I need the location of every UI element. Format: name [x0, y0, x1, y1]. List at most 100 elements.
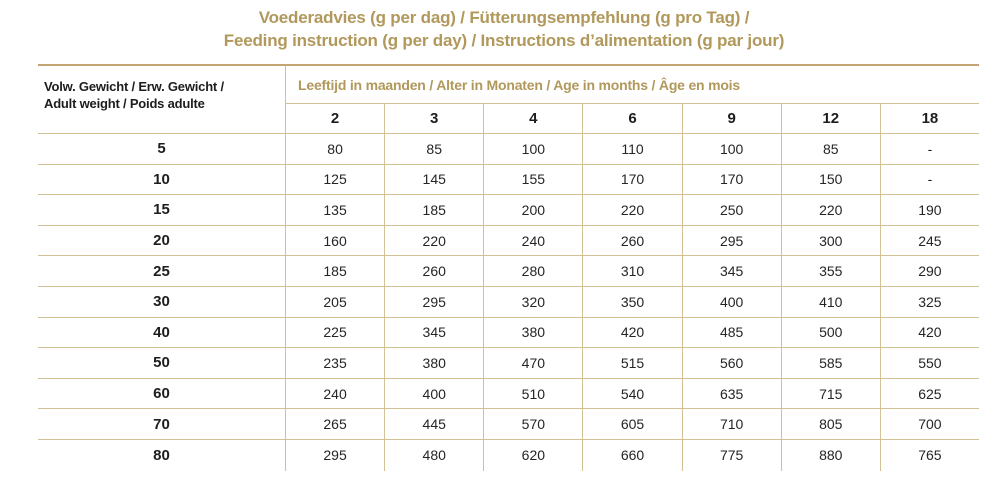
- feeding-value-cell: 290: [879, 256, 979, 287]
- feeding-value-cell: 245: [879, 225, 979, 257]
- page-title: Voederadvies (g per dag) / Fütterungsemp…: [0, 7, 1008, 52]
- weight-label: 40: [38, 318, 285, 349]
- feeding-value-cell: 80: [285, 134, 385, 165]
- feeding-value-cell: 190: [879, 195, 979, 226]
- feeding-value-cell: 550: [879, 348, 979, 379]
- weight-label: 15: [38, 195, 285, 226]
- feeding-table: Volw. Gewicht / Erw. Gewicht / Adult wei…: [38, 64, 979, 471]
- feeding-value-cell: 240: [483, 225, 583, 257]
- weight-column-header-line2: Adult weight / Poids adulte: [44, 96, 205, 111]
- feeding-value-cell: 345: [681, 256, 781, 287]
- feeding-value-cell: 295: [285, 439, 384, 471]
- feeding-value-cell: 515: [582, 348, 682, 379]
- feeding-value-cell: 155: [483, 164, 583, 196]
- feeding-value-cell: 300: [780, 225, 880, 257]
- feeding-value-cell: 310: [582, 256, 682, 287]
- feeding-value-cell: 295: [384, 286, 484, 318]
- feeding-value-cell: 265: [285, 409, 385, 440]
- feeding-value-cell: -: [879, 164, 979, 196]
- page-title-line2: Feeding instruction (g per day) / Instru…: [223, 30, 785, 50]
- feeding-value-cell: 110: [582, 134, 682, 165]
- feeding-value-cell: 510: [483, 378, 583, 410]
- weight-label: 80: [153, 446, 170, 464]
- feeding-value-cell: 350: [582, 286, 682, 318]
- feeding-value-cell: 235: [285, 348, 385, 379]
- feeding-value-cell: 540: [582, 378, 682, 410]
- feeding-value-cell: 485: [681, 317, 781, 349]
- feeding-value-cell: 420: [879, 317, 979, 349]
- feeding-value-cell: 85: [384, 134, 484, 165]
- feeding-value-cell: 710: [681, 409, 781, 440]
- feeding-value-cell: 160: [285, 225, 385, 257]
- feeding-value-cell: 480: [384, 439, 483, 471]
- feeding-value-cell: 150: [780, 164, 880, 196]
- feeding-value-cell: 445: [384, 409, 484, 440]
- feeding-value-cell: 805: [780, 409, 880, 440]
- age-column-header: 4: [483, 104, 583, 134]
- feeding-value-cell: 135: [285, 195, 385, 226]
- feeding-value-cell: 660: [582, 439, 681, 471]
- feeding-value-cell: 700: [879, 409, 979, 440]
- feeding-value-cell: 205: [285, 286, 385, 318]
- feeding-value-cell: 280: [483, 256, 583, 287]
- feeding-value-cell: 620: [483, 439, 582, 471]
- feeding-value-cell: 345: [384, 317, 484, 349]
- feeding-value-cell: 185: [285, 256, 385, 287]
- feeding-value-cell: 380: [384, 348, 484, 379]
- weight-label: 25: [38, 256, 285, 287]
- weight-label: 5: [38, 134, 285, 165]
- feeding-value-cell: 220: [582, 195, 682, 226]
- feeding-value-cell: 220: [384, 225, 484, 257]
- feeding-value-cell: 765: [879, 439, 979, 471]
- feeding-value-cell: 635: [681, 378, 781, 410]
- weight-label: 20: [38, 226, 285, 257]
- feeding-value-cell: 170: [681, 164, 781, 196]
- feeding-value-cell: 170: [582, 164, 682, 196]
- feeding-value-cell: 225: [285, 317, 385, 349]
- page-title-line1: Voederadvies (g per dag) / Fütterungsemp…: [258, 8, 750, 27]
- feeding-value-cell: 715: [780, 378, 880, 410]
- feeding-value-cell: 250: [681, 195, 781, 226]
- age-column-header: 2: [285, 104, 385, 134]
- weight-column-header: Volw. Gewicht / Erw. Gewicht / Adult wei…: [38, 66, 285, 134]
- feeding-value-cell: 470: [483, 348, 583, 379]
- weight-label: 10: [38, 165, 285, 196]
- feeding-value-cell: 325: [879, 286, 979, 318]
- feeding-value-cell: 500: [780, 317, 880, 349]
- feeding-value-cell: -: [879, 134, 979, 165]
- feeding-value-cell: 295: [681, 225, 781, 257]
- feeding-value-cell: 585: [780, 348, 880, 379]
- feeding-value-cell: 880: [780, 439, 880, 471]
- weight-label: 70: [38, 409, 285, 440]
- feeding-value-cell: 410: [780, 286, 880, 318]
- feeding-value-cell: 420: [582, 317, 682, 349]
- feeding-value-cell: 125: [285, 164, 385, 196]
- feeding-value-cell: 145: [384, 164, 484, 196]
- feeding-value-cell: 100: [483, 134, 583, 165]
- weight-column-header-line1: Volw. Gewicht / Erw. Gewicht /: [44, 79, 224, 94]
- age-column-header: 9: [681, 104, 781, 134]
- feeding-value-cell: 625: [879, 378, 979, 410]
- feeding-value-cell: 400: [681, 286, 781, 318]
- feeding-value-cell: 85: [780, 134, 880, 165]
- feeding-value-cell: 355: [780, 256, 880, 287]
- age-column-header: 6: [582, 104, 682, 134]
- feeding-value-cell: 240: [285, 378, 385, 410]
- age-column-header: 3: [384, 104, 484, 134]
- feeding-value-cell: 380: [483, 317, 583, 349]
- feeding-value-cell: 775: [681, 439, 781, 471]
- feeding-value-cell: 220: [780, 195, 880, 226]
- feeding-value-cell: 320: [483, 286, 583, 318]
- age-row-header: Leeftijd in maanden / Alter in Monaten /…: [285, 66, 979, 104]
- weight-label: 30: [38, 287, 285, 318]
- feeding-value-cell: 185: [384, 195, 484, 226]
- feeding-value-cell: 100: [681, 134, 781, 165]
- feeding-value-cell: 260: [384, 256, 484, 287]
- feeding-value-cell: 560: [681, 348, 781, 379]
- age-column-header: 18: [879, 104, 979, 134]
- feeding-value-cell: 400: [384, 378, 484, 410]
- weight-label: 50: [38, 348, 285, 379]
- feeding-value-cell: 200: [483, 195, 583, 226]
- feeding-value-cell: 570: [483, 409, 583, 440]
